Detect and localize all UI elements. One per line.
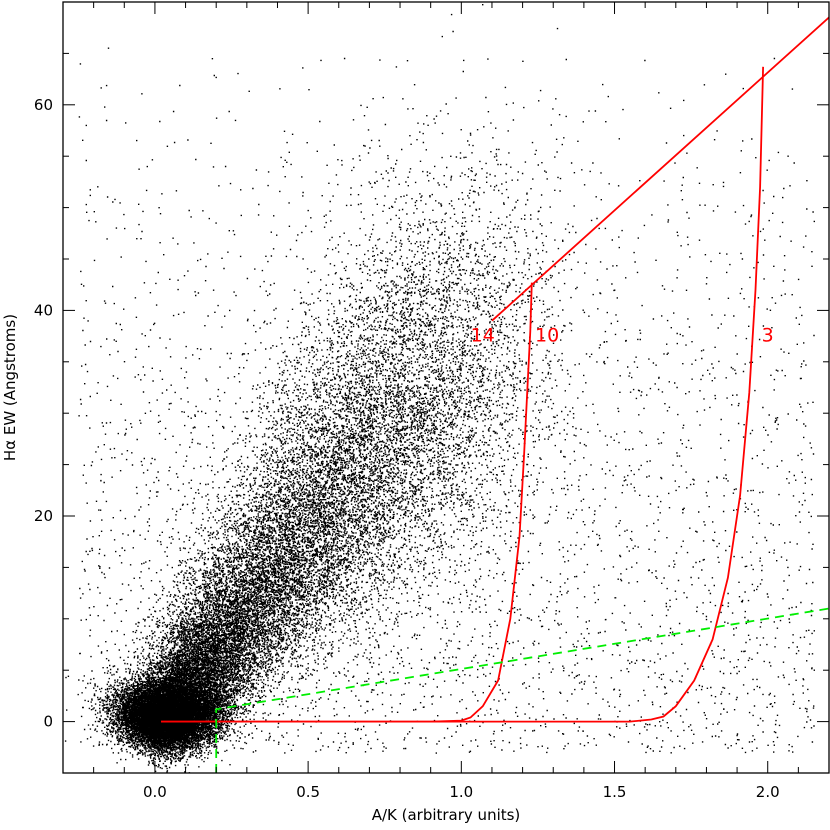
- curve-label-2: 3: [762, 325, 774, 347]
- model-curves: [161, 16, 829, 773]
- scatter-points: [64, 4, 815, 774]
- plot-frame: [62, 1, 830, 774]
- y-tick-label: 20: [34, 507, 53, 525]
- curve-label-1: 10: [535, 325, 559, 347]
- axis-ticks: 0.0 0.5 1.0 1.5 2.0 0 20 40 60: [34, 1, 830, 801]
- x-tick-label: 0.0: [143, 783, 167, 801]
- x-tick-label: 0.5: [296, 783, 320, 801]
- scatter-point-cloud: [64, 4, 815, 774]
- y-axis-label: Hα EW (Angstroms): [1, 314, 19, 461]
- x-tick-label: 2.0: [756, 783, 780, 801]
- curve-labels: 14 10 3: [471, 325, 774, 347]
- x-axis-label: A/K (arbitrary units): [372, 806, 521, 824]
- x-tick-label: 1.0: [449, 783, 473, 801]
- y-tick-label: 40: [34, 301, 53, 319]
- model-curve-0: [491, 16, 829, 322]
- y-tick-label: 60: [34, 96, 53, 114]
- model-curve-2: [161, 66, 764, 723]
- dashed-threshold-line-3: [215, 607, 829, 773]
- y-tick-label: 0: [43, 713, 53, 731]
- curve-label-0: 14: [471, 325, 495, 347]
- x-tick-label: 1.5: [603, 783, 627, 801]
